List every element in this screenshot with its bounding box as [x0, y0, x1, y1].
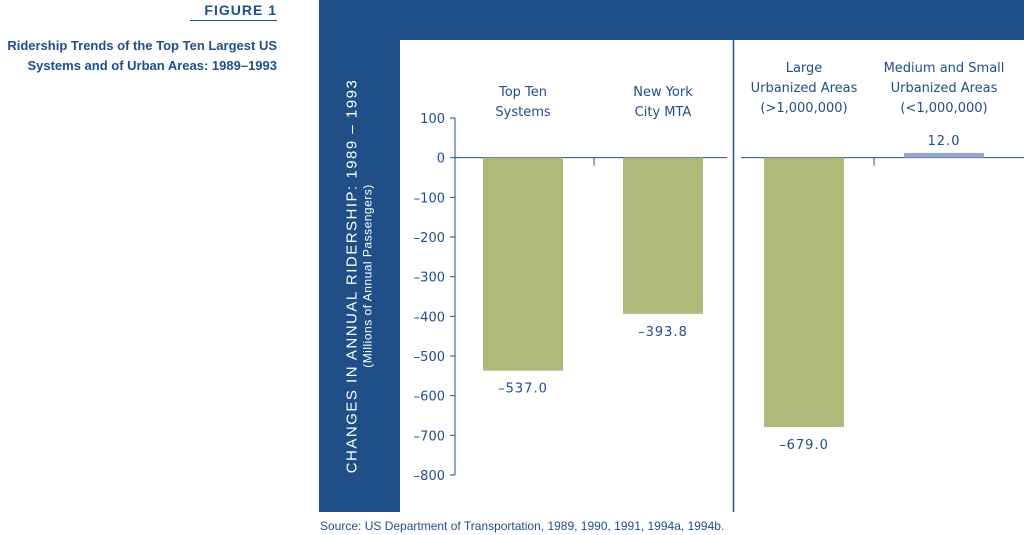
- category-label: Urbanized Areas: [751, 81, 858, 96]
- y-tick-label: –100: [414, 191, 445, 206]
- bar: [623, 157, 703, 314]
- category-label: (<1,000,000): [900, 101, 987, 116]
- y-tick-label: –600: [414, 390, 445, 405]
- y-tick-label: 0: [437, 152, 445, 167]
- y-tick-label: –800: [414, 469, 445, 484]
- y-tick-label: 100: [420, 112, 445, 127]
- bar: [764, 157, 844, 428]
- category-label: Systems: [495, 105, 550, 120]
- figure-label: FIGURE 1: [204, 2, 277, 18]
- y-tick-label: –200: [414, 231, 445, 246]
- category-label: Large: [786, 61, 823, 76]
- bar-value-label: –679.0: [779, 438, 829, 453]
- category-label: City MTA: [635, 105, 692, 120]
- y-tick-label: –300: [414, 271, 445, 286]
- figure-caption-line-2: Systems and of Urban Areas: 1989–1993: [27, 58, 277, 73]
- source-note: Source: US Department of Transportation,…: [320, 519, 725, 533]
- bar: [483, 157, 563, 371]
- y-tick-label: –400: [414, 310, 445, 325]
- y-tick-label: –700: [414, 429, 445, 444]
- category-label: New York: [633, 85, 693, 100]
- category-label: Top Ten: [498, 85, 547, 100]
- y-tick-label: –500: [414, 350, 445, 365]
- category-label: Medium and Small: [884, 61, 1005, 76]
- category-label: (>1,000,000): [760, 101, 847, 116]
- category-label: Urbanized Areas: [891, 81, 998, 96]
- figure-caption: Ridership Trends of the Top Ten Largest …: [0, 36, 277, 76]
- bar-value-label: –537.0: [498, 382, 548, 397]
- figure-caption-line-1: Ridership Trends of the Top Ten Largest …: [7, 38, 277, 53]
- figure-label-rule: [190, 20, 277, 21]
- bar-value-label: –393.8: [638, 325, 688, 340]
- bar-value-label: 12.0: [928, 134, 961, 149]
- bar: [904, 152, 984, 158]
